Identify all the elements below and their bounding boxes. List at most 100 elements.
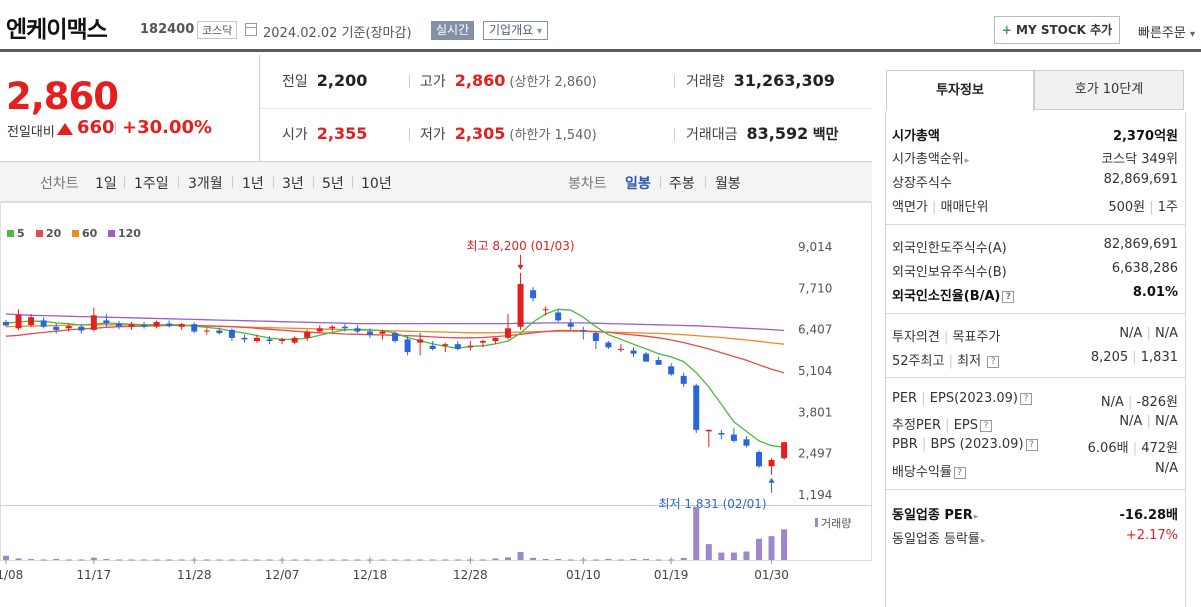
foreign-hold-row: 외국인보유주식수(B) 6,638,286 <box>892 261 1178 280</box>
period-5y[interactable]: 5년 <box>322 176 344 192</box>
volume-bar <box>567 559 574 561</box>
candle-body <box>203 330 210 332</box>
volume-bar <box>643 558 650 560</box>
volume-bar <box>28 558 35 560</box>
chevron-right-icon: ▸ <box>973 512 979 522</box>
volume-bar <box>15 558 22 560</box>
volume-bar <box>329 559 336 561</box>
low-arrow-head <box>768 477 775 483</box>
volume-bar <box>592 559 599 561</box>
market-badge: 코스닥 <box>197 21 238 39</box>
period-3m[interactable]: 3개월 <box>188 176 223 192</box>
mystock-add-button[interactable]: + MY STOCK 추가 <box>994 16 1120 44</box>
candle-body <box>392 333 399 341</box>
candle-body <box>241 337 248 340</box>
tab-invest-info[interactable]: 투자정보 <box>886 70 1034 111</box>
candle-body <box>668 366 675 375</box>
candle-weekly[interactable]: 주봉 <box>669 176 695 192</box>
help-icon: ? <box>1025 439 1038 451</box>
candle-body <box>429 345 436 349</box>
volume-bar <box>530 557 537 560</box>
ma-legend-label-20: 20 <box>46 227 62 240</box>
foreign-limit-row: 외국인한도주식수(A) 82,869,691 <box>892 237 1178 256</box>
per-row: PER | EPS(2023.09)? N/A | -826원 <box>892 391 1178 410</box>
x-tick-label: 12/07 <box>265 568 300 582</box>
candle-body <box>191 324 198 332</box>
realtime-button[interactable]: 실시간 <box>431 21 475 40</box>
help-icon: ? <box>953 467 966 479</box>
candle-body <box>492 337 499 341</box>
ma-legend-label-60: 60 <box>82 227 98 240</box>
volume-bar <box>505 557 511 560</box>
period-3y[interactable]: 3년 <box>282 176 304 192</box>
price-chart[interactable]: 5 20 60 120 9,014 7,710 6,407 5,104 3,801 2,497 1,… <box>0 202 872 607</box>
volume-bar <box>304 559 311 561</box>
candle-body <box>743 439 750 446</box>
candle-body <box>115 323 122 327</box>
volume-bar <box>730 552 737 560</box>
candle-body <box>467 345 474 348</box>
volume-bar <box>768 536 775 560</box>
ma120-line <box>5 313 785 332</box>
candle-chart-label: 봉차트 <box>568 176 607 192</box>
volume-bar <box>178 559 185 561</box>
candle-monthly[interactable]: 월봉 <box>715 176 741 192</box>
tab-hoga-10[interactable]: 호가 10단계 <box>1034 70 1184 110</box>
volume-bar <box>668 559 675 561</box>
candle-body <box>53 326 60 330</box>
volume-bar <box>454 559 461 561</box>
volume-bar <box>617 559 624 561</box>
chevron-right-icon: ▸ <box>964 156 970 166</box>
help-icon: ? <box>987 356 1000 368</box>
volume-bar <box>341 559 348 561</box>
x-tick-label: 01/19 <box>654 568 689 582</box>
quick-order-button[interactable]: 빠른주문 ▾ <box>1138 26 1196 41</box>
y-tick-label: 7,710 <box>798 281 832 295</box>
price-panel: 2,860 전일대비 660 +30.00% 전일 2,200 시가 2,355 고… <box>0 55 872 162</box>
volume-bar <box>254 559 260 561</box>
volume-bar <box>442 559 449 561</box>
volume-bar <box>153 559 160 561</box>
volume-bar <box>366 559 373 561</box>
ma-legend-label-5: 5 <box>17 227 25 240</box>
volume-bar <box>781 529 788 560</box>
current-price: 2,860 <box>6 75 119 118</box>
pbr-row: PBR | BPS (2023.09)? 6.06배 | 472원 <box>892 437 1178 456</box>
volume-bar <box>630 558 637 560</box>
candle-body <box>705 429 712 432</box>
x-tick-label: 11/08 <box>0 568 23 582</box>
invest-info-panel: 투자정보 호가 10단계 시가총액 2,370억원 시가총액순위▸ 코스닥 349위… <box>885 68 1186 607</box>
candle-body <box>505 328 511 338</box>
y-tick-label: 6,407 <box>798 323 832 337</box>
volume-bar <box>279 559 286 561</box>
period-1y[interactable]: 1년 <box>242 176 264 192</box>
volume-bar <box>417 559 424 561</box>
period-1w[interactable]: 1주일 <box>134 176 169 192</box>
period-10y[interactable]: 10년 <box>361 176 392 192</box>
volume-bar <box>316 559 323 561</box>
candle-body <box>329 326 336 329</box>
price-change-pct: +30.00% <box>122 117 213 138</box>
volume-bar <box>517 552 524 560</box>
stock-name: 엔케이맥스 <box>6 17 108 43</box>
ma-legend-swatch-120 <box>108 230 115 237</box>
company-overview-button[interactable]: 기업개요 ▾ <box>483 21 549 40</box>
candle-body <box>128 324 135 327</box>
volume-bar <box>655 559 662 561</box>
volume-bar <box>191 559 198 561</box>
volume-bar <box>492 558 499 560</box>
est-per-row: 추정PER | EPS? N/A | N/A <box>892 414 1178 433</box>
period-1d[interactable]: 1일 <box>95 176 117 192</box>
volume-bar <box>379 559 386 561</box>
y-tick-label: 3,801 <box>798 405 832 419</box>
volume-bar <box>216 559 223 561</box>
volume-bar <box>693 507 700 560</box>
candle-daily[interactable]: 일봉 <box>625 176 651 192</box>
candle-body <box>341 326 348 329</box>
up-triangle-icon <box>57 123 73 135</box>
volume-bar <box>128 559 135 561</box>
dividend-row: 배당수익률? N/A <box>892 461 1178 480</box>
candle-body <box>442 344 449 346</box>
volume-bar <box>479 559 486 561</box>
volume-bar <box>228 559 235 561</box>
